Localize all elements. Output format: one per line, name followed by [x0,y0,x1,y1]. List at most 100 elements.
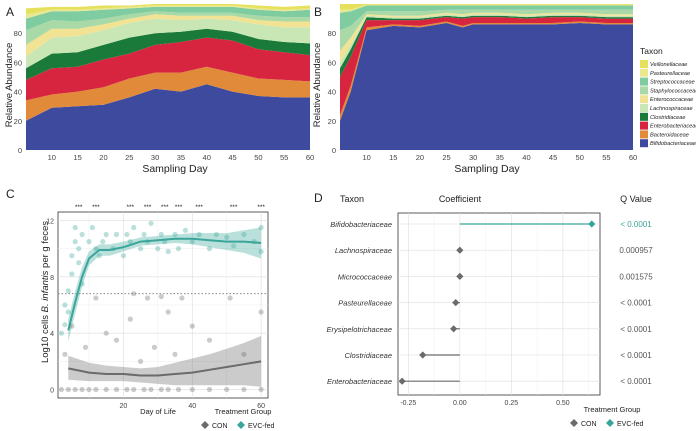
panel-d-xtick--0.25: -0.25 [400,400,416,407]
panel-c-point-con [158,386,164,393]
panel-a-xtick-10: 10 [48,153,56,162]
panel-a-area-lachnospiraceae [26,18,310,69]
panel-a-xtick-15: 15 [73,153,81,162]
panel-c-point-evc-fed [69,253,75,259]
panel-c-significance-52: *** [230,204,238,211]
panel-b-ytick-40: 40 [328,88,336,97]
panel-d-qvalue-micrococcaceae: 0.001575 [619,272,653,281]
panel-c-point-evc-fed [138,246,144,252]
panel-c-significance-22: *** [126,204,134,211]
panel-c-ytick-0: 0 [50,388,54,395]
panel-c-point-con [165,386,171,393]
panel-c-point-con [258,386,264,393]
panel-d-xtick-0.00: 0.00 [453,400,467,407]
panel-b-ytick-80: 80 [328,29,336,38]
taxon-legend-label-veillonellaceae: Veillonellaceae [650,62,687,68]
panel-a-area-staphylococcaceae [26,11,310,45]
panel-c-point-con [158,293,164,300]
panel-c-significance-36: *** [175,204,183,211]
panel-b-xtick-25: 25 [442,153,450,162]
panel-c-point-evc-fed [100,239,106,245]
panel-c-point-con [189,323,195,329]
panel-c-point-con [82,344,89,350]
panel-c-point-con [224,386,230,393]
panel-a-xtick-45: 45 [228,153,236,162]
taxon-legend-label-staphylococcaceae: Staphylococcaceae [650,88,696,94]
taxon-legend-label-bifidobacteriaceae: Bifidobacteriaceae [650,141,696,147]
panel-a-xtick-60: 60 [306,153,314,162]
panel-c-point-con [241,351,247,357]
panel-c-point-con [124,386,130,393]
panel-a-ytick-0: 0 [18,146,22,155]
panel-c-point-evc-fed [155,246,161,252]
panel-c-point-con [165,309,171,315]
panel-c-point-evc-fed [65,288,71,294]
panel-b-letter: B [314,5,322,19]
panel-c-point-evc-fed [79,231,85,238]
panel-c-point-evc-fed [62,322,68,328]
panel-d-coefficient-plot: -0.25 0.00 0.25 0.50 Bifidobacteriaceae < 0.0… [327,212,653,407]
panel-a-xtick-35: 35 [177,153,185,162]
panel-a-area-pasteurellaceae [26,5,310,19]
panel-c-point-con [179,295,185,301]
panel-c-ytick-12: 12 [46,218,54,225]
panel-b-xtick-20: 20 [416,153,424,162]
legend-group-d-marker-con [570,419,578,427]
panel-c-point-evc-fed [76,246,82,252]
panel-c-point-con [69,323,75,329]
panel-c-point-evc-fed [127,239,133,245]
panel-a-area-veillonellaceae [26,4,310,15]
taxon-legend-label-bacteroidaceae: Bacteroidaceae [650,132,689,138]
panel-c-point-con [103,386,109,393]
panel-d-xtick-0.50: 0.50 [556,400,570,407]
panel-b-xlabel: Sampling Day [454,163,520,175]
panel-b-ytick-0: 0 [332,146,336,155]
panel-c-point-con [131,386,137,393]
panel-c-point-evc-fed [258,224,264,231]
panel-a-area-bacteroidaceae [26,66,310,121]
panel-a-stacked-area: 0 20 40 60 80 10 15 20 25 30 35 40 45 50 55 60 [14,4,314,162]
panel-c-point-evc-fed [113,231,120,238]
treatment-group-legend-d: Treatment Group CON EVC-fed [570,405,644,428]
panel-a-letter: A [6,5,14,19]
panel-c-significance-32: *** [161,204,169,211]
panel-c-point-evc-fed [72,239,78,245]
panel-d-taxon-clostridiaceae: Clostridiaceae [344,351,392,360]
panel-c-xlabel: Day of Life [140,407,176,416]
panel-c-point-con [189,386,195,393]
panel-d-col-taxon: Taxon [340,194,364,204]
taxon-legend-label-streptococcaceae: Streptococcaceae [650,80,695,86]
panel-c-point-con [141,386,147,393]
panel-d-col-qvalue: Q Value [620,194,652,204]
panel-c-point-evc-fed [231,243,237,249]
panel-d-marker-erysipelotrichaceae [450,325,458,333]
legend-group-c-title: Treatment Group [215,407,272,416]
panel-c-point-con [131,291,137,297]
panel-c-point-evc-fed [58,330,64,336]
panel-c-ytick-4: 4 [50,331,54,338]
panel-b-ylabel: Relative Abundance [312,43,323,128]
legend-group-d-title: Treatment Group [584,405,641,414]
panel-c-point-con [175,386,182,393]
taxon-legend-title: Taxon [640,46,663,56]
panel-c-point-evc-fed [148,220,154,226]
taxon-legend-label-enterobacteriaceae: Enterobacteriaceae [650,124,696,130]
legend-group-c-marker-con [201,421,209,429]
panel-a-xtick-25: 25 [125,153,133,162]
panel-c-significance-27: *** [144,204,152,211]
panel-c-point-evc-fed [103,231,109,238]
taxon-legend-swatch-streptococcaceae [640,77,648,86]
panel-c-point-evc-fed [196,231,202,238]
taxon-legend-swatch-enterococcaceae [640,95,648,104]
panel-c-point-con [206,337,213,343]
legend-group-c-label-evc-fed: EVC-fed [248,423,275,430]
panel-c-point-con [127,316,133,322]
panel-c-point-con [151,344,157,350]
panel-c-point-con [144,295,151,301]
taxon-legend-swatch-clostridiaceae [640,112,648,121]
panel-c-scatter: 0 4 8 12 20 40 60 *** *** *** *** *** *** *** *** *** [46,204,269,410]
panel-b-area-bifidobacteriaceae [340,23,633,150]
treatment-group-legend-c: Treatment Group CON EVC-fed [201,407,275,430]
panel-c-point-evc-fed [206,246,213,252]
